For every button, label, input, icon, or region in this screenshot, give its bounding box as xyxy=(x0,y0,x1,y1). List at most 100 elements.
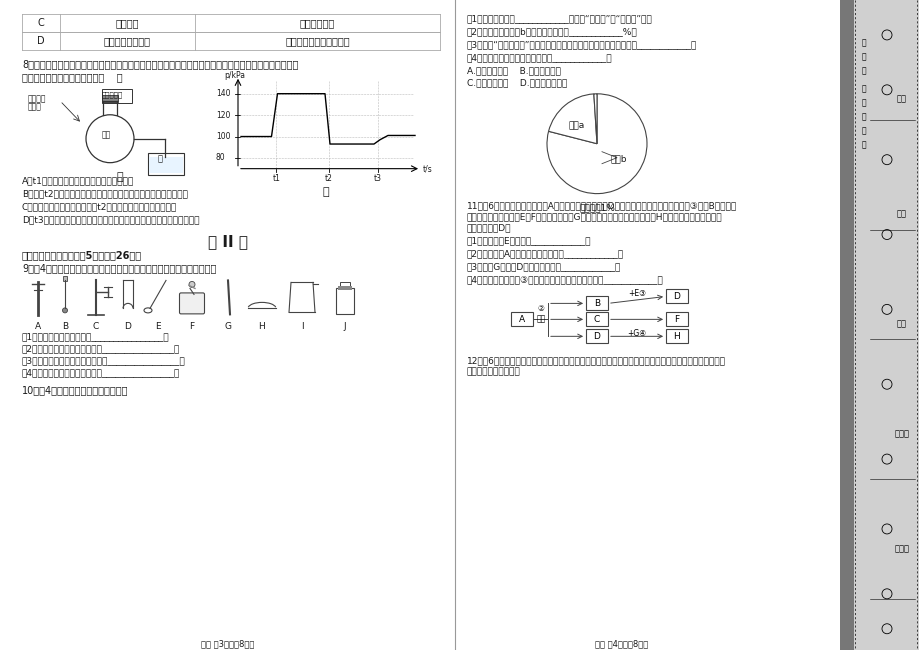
Text: 不: 不 xyxy=(861,99,866,108)
Bar xyxy=(585,312,607,326)
Text: C: C xyxy=(594,315,599,324)
Text: 考场号: 考场号 xyxy=(893,429,909,438)
Text: （1）洁净的空气是____________（选填“混合物”或“纯净物”）；: （1）洁净的空气是____________（选填“混合物”或“纯净物”）； xyxy=(467,14,652,23)
Text: F: F xyxy=(674,315,679,324)
Text: 白磷: 白磷 xyxy=(102,131,111,140)
Text: 乙: 乙 xyxy=(322,187,328,197)
Text: 120: 120 xyxy=(216,111,230,120)
Text: 二、非选择题（本题包括5小题，入26分）: 二、非选择题（本题包括5小题，入26分） xyxy=(22,251,142,260)
Circle shape xyxy=(188,281,195,288)
Text: B: B xyxy=(594,299,599,308)
Text: J: J xyxy=(344,322,346,331)
FancyBboxPatch shape xyxy=(179,293,204,314)
Text: （3）通过“红磷燃烧法”测定空气中氧气的含量，反应的文字表达式为____________；: （3）通过“红磷燃烧法”测定空气中氧气的含量，反应的文字表达式为________… xyxy=(467,40,697,49)
Text: （1）用于夹持试管的仪器是________________，: （1）用于夹持试管的仪器是________________， xyxy=(22,332,169,341)
Text: +G④: +G④ xyxy=(627,329,646,339)
Circle shape xyxy=(62,308,67,313)
Text: D: D xyxy=(593,332,600,341)
Text: A．t1时刻能观察到烧杆内导管口有气泡冒出: A．t1时刻能观察到烧杆内导管口有气泡冒出 xyxy=(22,176,134,186)
Text: C: C xyxy=(93,322,99,331)
Text: D: D xyxy=(37,36,45,46)
Text: 第 II 卷: 第 II 卷 xyxy=(208,234,248,249)
Text: D: D xyxy=(124,322,131,331)
Text: A.露天焚烧垃圾    B.工厂排放烟尘: A.露天焚烧垃圾 B.工厂排放烟尘 xyxy=(467,66,561,75)
Text: 要: 要 xyxy=(861,113,866,122)
Text: （3）用于吸取和滴加少量液体的是________________，: （3）用于吸取和滴加少量液体的是________________， xyxy=(22,356,186,365)
Text: B．根据t2时刻瓶内的气压值，可以计算出氧气占空气体积的百分比: B．根据t2时刻瓶内的气压值，可以计算出氧气占空气体积的百分比 xyxy=(22,189,187,199)
Text: 10．（4分）空气是一种宝贵的资源。: 10．（4分）空气是一种宝贵的资源。 xyxy=(22,385,129,395)
Text: 取样品闻气味: 取样品闻气味 xyxy=(300,18,335,28)
Bar xyxy=(839,0,853,650)
Text: 则以下实验现象描述正确的是（    ）: 则以下实验现象描述正确的是（ ） xyxy=(22,72,122,82)
Text: （1）写出物质E的名称是____________；: （1）写出物质E的名称是____________； xyxy=(467,236,591,245)
Text: E: E xyxy=(155,322,161,331)
Bar xyxy=(510,312,532,326)
Text: 12．（6分）某化学兴趣小组选用红磷和白磷，对用不同可燃物测定空气中氧气含量的结果是否相同展开探: 12．（6分）某化学兴趣小组选用红磷和白磷，对用不同可燃物测定空气中氧气含量的结… xyxy=(467,356,725,365)
Text: 姓名: 姓名 xyxy=(896,320,906,328)
Bar xyxy=(337,286,352,290)
Text: t/s: t/s xyxy=(423,164,432,173)
Text: t1: t1 xyxy=(272,174,280,183)
Text: 水和过氧化氢溶液: 水和过氧化氢溶液 xyxy=(104,36,151,46)
Bar xyxy=(340,283,349,290)
Text: 座位号: 座位号 xyxy=(893,544,909,553)
Bar xyxy=(585,296,607,311)
Text: （3）固体G在气体D中燃烧的现象是____________；: （3）固体G在气体D中燃烧的现象是____________； xyxy=(467,262,620,271)
Text: 取样品加入少量二氧化锄: 取样品加入少量二氧化锄 xyxy=(285,36,349,46)
Bar xyxy=(665,329,687,343)
Text: C.汽车排放尾气    D.使用新能源汽车: C.汽车排放尾气 D.使用新能源汽车 xyxy=(467,78,567,87)
Text: 甲: 甲 xyxy=(117,172,123,182)
Text: 试题 第4页（共8页）: 试题 第4页（共8页） xyxy=(595,640,648,648)
Text: 其他成分1%: 其他成分1% xyxy=(578,204,614,213)
Text: G: G xyxy=(224,322,232,331)
Text: （4）下列行为会造成空气污染的是____________。: （4）下列行为会造成空气污染的是____________。 xyxy=(467,53,612,62)
Text: 11．（6分）如图转化关系中，A是暗紫色固体，生成物D能使带火星的木条复燃。在反应③中，B的质量和: 11．（6分）如图转化关系中，A是暗紫色固体，生成物D能使带火星的木条复燃。在反… xyxy=(467,202,736,210)
Bar xyxy=(62,277,67,281)
Text: 水和酒精: 水和酒精 xyxy=(116,18,139,28)
Text: 班级: 班级 xyxy=(896,210,906,219)
Bar xyxy=(585,329,607,343)
Text: （2）写出固体A加热反应的文字表达式____________；: （2）写出固体A加热反应的文字表达式____________； xyxy=(467,249,623,258)
Bar xyxy=(148,153,184,174)
Text: 内: 内 xyxy=(861,85,866,94)
Bar xyxy=(665,290,687,303)
Text: t3: t3 xyxy=(374,174,381,183)
Text: 题: 题 xyxy=(861,141,866,150)
Text: F: F xyxy=(189,322,194,331)
Text: 订: 订 xyxy=(861,52,866,61)
Bar xyxy=(335,288,354,314)
Bar xyxy=(102,89,131,103)
Text: 化为无色气体D。: 化为无色气体D。 xyxy=(467,223,511,232)
Text: 线: 线 xyxy=(861,66,866,75)
Text: （4）常用于给物质加热的仪器是________________。: （4）常用于给物质加热的仪器是________________。 xyxy=(22,368,180,378)
Text: （2）取用粉末状药品时一般选用________________，: （2）取用粉末状药品时一般选用________________， xyxy=(22,344,180,353)
Wedge shape xyxy=(548,94,596,144)
Text: p/kPa: p/kPa xyxy=(224,71,245,80)
Text: 电加热装置: 电加热装置 xyxy=(101,92,122,98)
Text: 传感器: 传感器 xyxy=(28,103,42,112)
Text: 气体b: 气体b xyxy=(610,154,627,163)
Wedge shape xyxy=(547,94,646,193)
Text: ②
加热: ② 加热 xyxy=(536,303,545,323)
Bar xyxy=(853,0,919,650)
Text: 8．化学不仅要学好，也要表达好。所以在做好化学实验的同时，还应该客观准确的把实验现象描述出来。: 8．化学不仅要学好，也要表达好。所以在做好化学实验的同时，还应该客观准确的把实验… xyxy=(22,59,298,69)
Text: D: D xyxy=(673,292,680,301)
Text: 学校: 学校 xyxy=(896,95,906,104)
Text: 究。实验装置图如下：: 究。实验装置图如下： xyxy=(467,367,520,376)
Wedge shape xyxy=(594,94,596,144)
Bar xyxy=(665,312,687,326)
Text: 气体压强: 气体压强 xyxy=(28,95,47,104)
Text: H: H xyxy=(258,322,265,331)
Text: 水: 水 xyxy=(157,154,163,163)
Text: D．t3时刻后的一段时间内瓶内气压又显著增加，其原因是温度又升高了: D．t3时刻后的一段时间内瓶内气压又显著增加，其原因是温度又升高了 xyxy=(22,215,199,225)
Bar xyxy=(102,95,118,102)
Text: A: A xyxy=(518,315,525,324)
Bar xyxy=(149,157,183,173)
Text: B: B xyxy=(62,322,68,331)
Text: A: A xyxy=(35,322,41,331)
Text: 装: 装 xyxy=(861,38,866,47)
Text: 100: 100 xyxy=(216,132,231,141)
Text: 试题 第3页（共8页）: 试题 第3页（共8页） xyxy=(201,640,255,648)
Text: C: C xyxy=(38,18,44,28)
Text: 气体a: 气体a xyxy=(568,121,584,130)
